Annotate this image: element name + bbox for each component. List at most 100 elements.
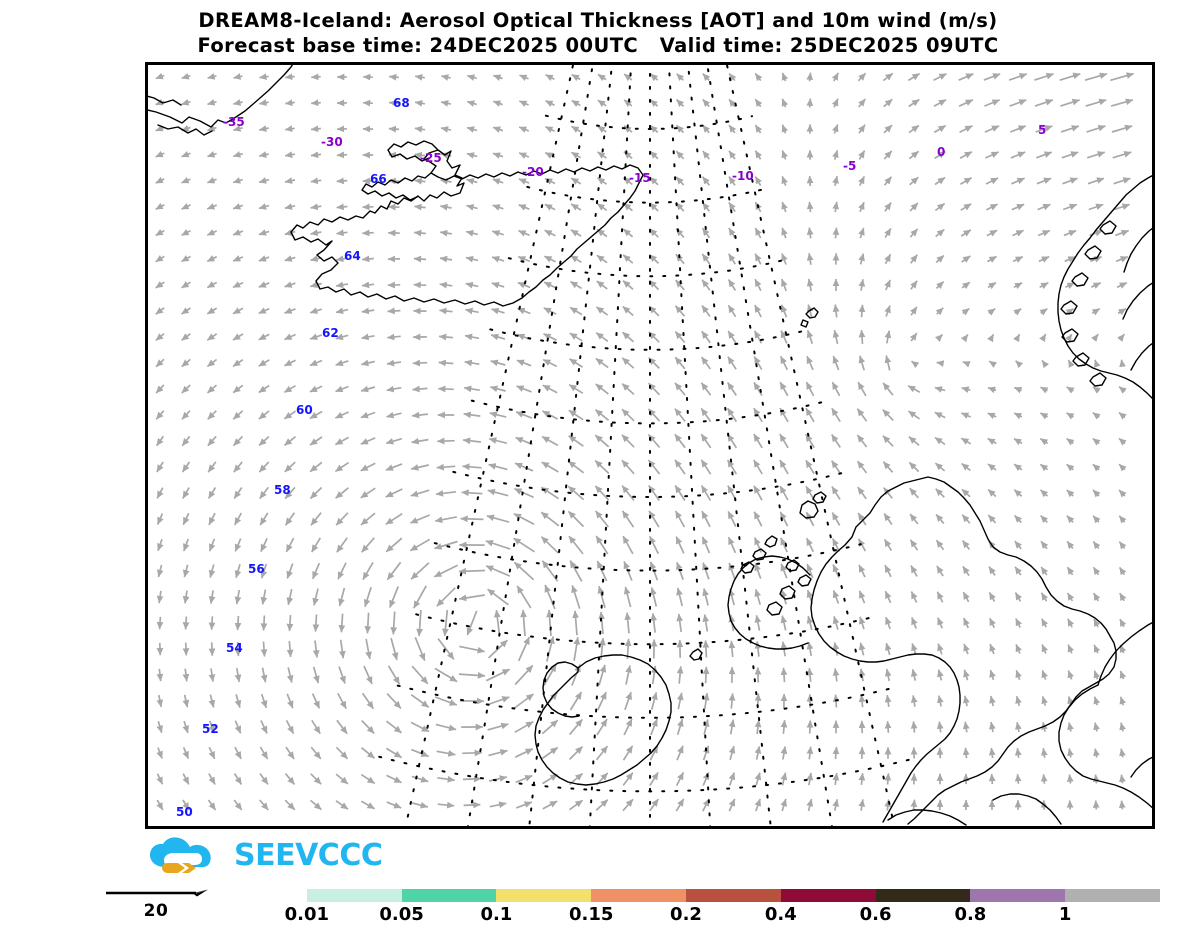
wind-arrow — [1015, 721, 1022, 732]
colorbar-tick-labels: 0.01 0.05 0.1 0.15 0.2 0.4 0.6 0.8 1 — [212, 902, 1160, 926]
wind-arrow — [621, 485, 635, 501]
wind-arrow — [258, 151, 269, 158]
wind-arrow — [884, 590, 892, 604]
wind-arrow — [414, 74, 425, 81]
coastline-faroe — [805, 307, 819, 319]
wind-arrow — [910, 721, 918, 733]
wind-arrow — [595, 535, 609, 555]
colorbar-tick-label: 0.6 — [859, 904, 892, 925]
wind-arrow — [489, 775, 508, 782]
wind-arrow — [182, 746, 190, 760]
wind-arrow — [569, 306, 583, 316]
wind-arrow — [567, 485, 585, 501]
wind-arrow — [1015, 360, 1024, 369]
wind-arrow — [232, 435, 244, 447]
wind-arrow — [336, 719, 348, 735]
wind-arrow — [386, 774, 402, 784]
wind-arrow — [310, 537, 322, 553]
wind-arrow — [934, 202, 946, 212]
wind-arrow — [516, 359, 532, 367]
wind-arrow — [623, 73, 633, 82]
wind-arrow — [155, 307, 165, 315]
wind-arrow — [568, 383, 584, 395]
wind-arrow — [434, 540, 458, 550]
wind-arrow — [284, 773, 296, 785]
wind-arrow — [464, 333, 480, 341]
wind-arrow — [1041, 670, 1048, 680]
wind-arrow — [1037, 203, 1051, 211]
wind-arrow — [780, 330, 788, 344]
wind-arrow — [728, 719, 736, 735]
wind-arrow — [157, 538, 164, 552]
wind-arrow — [1065, 333, 1073, 343]
wind-arrow — [182, 590, 190, 604]
wind-arrow — [986, 229, 998, 237]
wind-arrow — [649, 124, 659, 134]
wind-arrow — [491, 281, 505, 289]
wind-arrow — [363, 587, 372, 608]
wind-arrow — [1118, 800, 1126, 810]
wind-arrow — [648, 510, 660, 528]
wind-arrow — [832, 746, 840, 760]
wind-arrow — [155, 98, 165, 106]
wind-arrow — [700, 356, 712, 370]
wind-arrow — [780, 667, 788, 683]
wind-arrow — [336, 177, 348, 185]
wind-arrow — [884, 202, 892, 212]
wind-reference-value: 20 — [143, 901, 169, 921]
wind-arrow — [675, 772, 685, 786]
wind-arrow — [488, 437, 508, 445]
wind-arrow — [908, 410, 920, 420]
wind-arrow — [284, 799, 296, 811]
wind-arrow — [360, 462, 376, 472]
wind-arrow — [832, 124, 839, 134]
wind-arrow — [674, 510, 686, 528]
wind-arrow — [461, 489, 483, 497]
wind-arrow — [701, 536, 711, 554]
wind-arrow — [988, 591, 996, 603]
wind-arrow — [754, 563, 762, 579]
wind-arrow — [857, 381, 867, 397]
wind-arrow — [831, 72, 839, 82]
wind-arrow — [598, 611, 606, 635]
wind-arrow — [414, 99, 426, 107]
cloud-icon — [150, 837, 211, 873]
wind-arrow — [435, 723, 457, 732]
wind-arrow — [1014, 540, 1022, 550]
wind-arrow — [570, 177, 582, 185]
page-title: DREAM8-Iceland: Aerosol Optical Thicknes… — [198, 9, 998, 32]
wind-arrow — [183, 538, 190, 552]
wind-arrow — [541, 560, 559, 582]
map-panel[interactable]: 68 66 64 62 60 58 56 54 52 50 -35 -30 -2… — [145, 62, 1155, 829]
wind-arrow — [595, 799, 609, 811]
wind-arrow — [754, 798, 761, 812]
wind-arrow — [155, 228, 165, 237]
wind-arrow — [754, 124, 763, 134]
wind-arrow — [1112, 151, 1132, 159]
wind-arrow — [1119, 618, 1127, 628]
wind-arrow — [1093, 359, 1101, 368]
wind-arrow — [310, 73, 321, 81]
wind-arrow — [258, 229, 270, 236]
wind-arrow — [989, 643, 996, 655]
wind-arrow — [1066, 386, 1075, 394]
wind-arrow — [1039, 333, 1047, 342]
wind-arrow — [1036, 177, 1052, 185]
wind-arrow — [910, 254, 918, 264]
wind-arrow — [857, 72, 867, 82]
wind-arrow — [234, 641, 242, 657]
wind-arrow — [700, 433, 712, 449]
wind-arrow — [1066, 489, 1075, 498]
wind-arrow — [513, 537, 535, 553]
wind-arrow — [410, 694, 430, 708]
wind-arrow — [856, 434, 868, 448]
wind-arrow — [437, 775, 456, 783]
wind-arrow — [596, 203, 608, 211]
lat-label: 58 — [274, 483, 291, 497]
wind-arrow — [727, 330, 737, 344]
wind-arrow — [1117, 333, 1126, 342]
wind-arrow — [985, 177, 999, 185]
wind-arrow — [650, 613, 658, 633]
wind-arrow — [806, 563, 814, 579]
wind-arrow — [233, 125, 243, 132]
